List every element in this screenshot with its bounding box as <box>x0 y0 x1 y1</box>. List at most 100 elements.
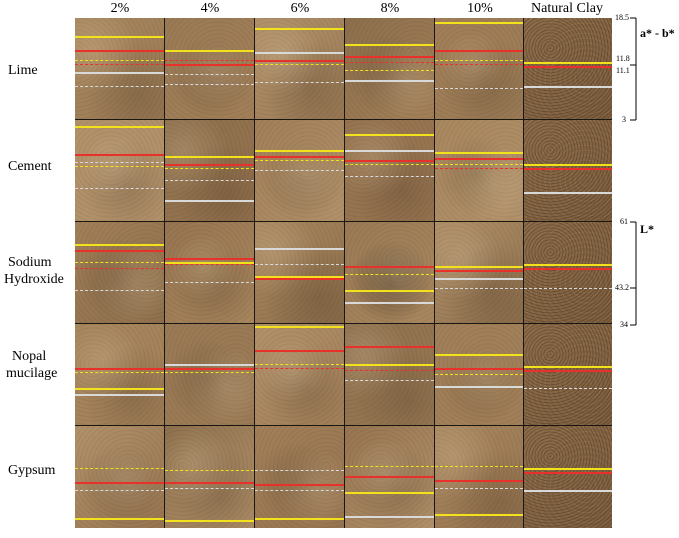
l-scale-label: L* <box>640 222 655 236</box>
red-reference-line <box>524 472 612 474</box>
row-label-nopal-mucilage-line-2: mucilage <box>6 366 58 381</box>
red-reference-line <box>255 278 344 280</box>
red-reference-line <box>345 346 434 348</box>
clay-texture <box>524 426 612 528</box>
white-reference-line <box>345 516 434 518</box>
yellow-dashed-reference-line <box>165 168 254 169</box>
yellow-dashed-reference-line <box>75 468 164 469</box>
clay-texture <box>165 120 254 221</box>
white-reference-line <box>435 386 523 388</box>
red-dashed-reference-line <box>345 370 434 371</box>
yellow-dashed-reference-line <box>165 470 254 471</box>
white-reference-line <box>435 278 523 280</box>
red-reference-line <box>435 368 523 370</box>
red-dashed-reference-line <box>345 62 434 63</box>
white-dashed-reference-line <box>75 188 164 189</box>
yellow-reference-line <box>255 326 344 328</box>
red-reference-line <box>524 268 612 270</box>
yellow-reference-line <box>255 276 344 278</box>
yellow-reference-line <box>75 518 164 520</box>
column-header-natural-clay: Natural Clay <box>531 1 603 16</box>
sample-photo-r4-c5 <box>435 324 523 425</box>
red-reference-line <box>435 480 523 482</box>
white-dashed-reference-line <box>75 86 164 87</box>
color-scale-panel: 18.5 11.8 11.1 3 a* - b* 61 43.2 34 L* <box>612 0 679 533</box>
row-label-sodium-hydroxide-line-1: Sodium <box>8 255 52 270</box>
yellow-reference-line <box>345 492 434 494</box>
sample-photo-r3-c3 <box>255 222 344 323</box>
sample-photo-r2-c4 <box>345 120 434 221</box>
white-reference-line <box>165 200 254 202</box>
red-reference-line <box>255 350 344 352</box>
yellow-reference-line <box>255 518 344 520</box>
sample-photo-r4-c2 <box>165 324 254 425</box>
red-reference-line <box>255 156 344 158</box>
yellow-dashed-reference-line <box>255 160 344 161</box>
column-header-6: 6% <box>290 1 310 16</box>
row-label-gypsum-line-1: Gypsum <box>8 463 56 478</box>
sample-photo-r5-c4 <box>345 426 434 528</box>
white-dashed-reference-line <box>255 170 344 171</box>
ab-tick-11-8: 11.8 <box>616 54 630 63</box>
red-reference-line <box>255 484 344 486</box>
ab-tick-3: 3 <box>622 115 626 124</box>
white-dashed-reference-line <box>75 490 164 491</box>
yellow-reference-line <box>345 44 434 46</box>
white-reference-line <box>255 248 344 250</box>
white-dashed-reference-line <box>255 490 344 491</box>
white-dashed-reference-line <box>255 82 344 83</box>
white-dashed-reference-line <box>524 288 612 289</box>
sample-photo-r5-c3 <box>255 426 344 528</box>
red-dashed-reference-line <box>165 60 254 61</box>
sample-photo-r3-c4 <box>345 222 434 323</box>
red-reference-line <box>524 66 612 68</box>
white-reference-line <box>345 80 434 82</box>
red-dashed-reference-line <box>435 168 523 169</box>
clay-texture <box>165 222 254 323</box>
red-dashed-reference-line <box>255 368 344 369</box>
l-tick-43-2: 43.2 <box>615 283 629 292</box>
clay-texture <box>75 18 164 119</box>
sample-photo-r1-c3 <box>255 18 344 119</box>
clay-texture <box>255 426 344 528</box>
sample-photo-r1-c5 <box>435 18 523 119</box>
ab-tick-18-5: 18.5 <box>615 13 629 22</box>
l-tick-34: 34 <box>620 320 628 329</box>
yellow-dashed-reference-line <box>75 60 164 61</box>
row-label-sodium-hydroxide: Sodium Hydroxide <box>0 254 72 288</box>
white-dashed-reference-line <box>165 74 254 75</box>
red-reference-line <box>524 168 612 170</box>
yellow-reference-line <box>75 244 164 246</box>
yellow-dashed-reference-line <box>255 364 344 365</box>
sample-photo-r2-c6 <box>524 120 612 221</box>
sample-photo-r3-c2 <box>165 222 254 323</box>
yellow-reference-line <box>524 62 612 64</box>
yellow-reference-line <box>524 164 612 166</box>
red-reference-line <box>75 50 164 52</box>
clay-texture <box>165 18 254 119</box>
red-reference-line <box>345 476 434 478</box>
red-reference-line <box>165 482 254 484</box>
sample-photo-r5-c5 <box>435 426 523 528</box>
red-reference-line <box>75 482 164 484</box>
sample-photo-grid <box>75 18 612 528</box>
clay-texture <box>345 18 434 119</box>
row-label-nopal-mucilage: Nopal mucilage <box>0 348 72 382</box>
white-reference-line <box>165 364 254 366</box>
yellow-dashed-reference-line <box>75 262 164 263</box>
sample-photo-r4-c3 <box>255 324 344 425</box>
sample-photo-r5-c6 <box>524 426 612 528</box>
white-dashed-reference-line <box>165 282 254 283</box>
sample-photo-r1-c6 <box>524 18 612 119</box>
white-dashed-reference-line <box>435 288 523 289</box>
white-dashed-reference-line <box>75 290 164 291</box>
red-reference-line <box>255 60 344 62</box>
white-dashed-reference-line <box>435 88 523 89</box>
white-reference-line <box>75 394 164 396</box>
clay-texture <box>255 324 344 425</box>
yellow-reference-line <box>435 514 523 516</box>
red-reference-line <box>75 250 164 252</box>
red-dashed-reference-line <box>75 268 164 269</box>
clay-texture <box>435 18 523 119</box>
yellow-dashed-reference-line <box>345 274 434 275</box>
